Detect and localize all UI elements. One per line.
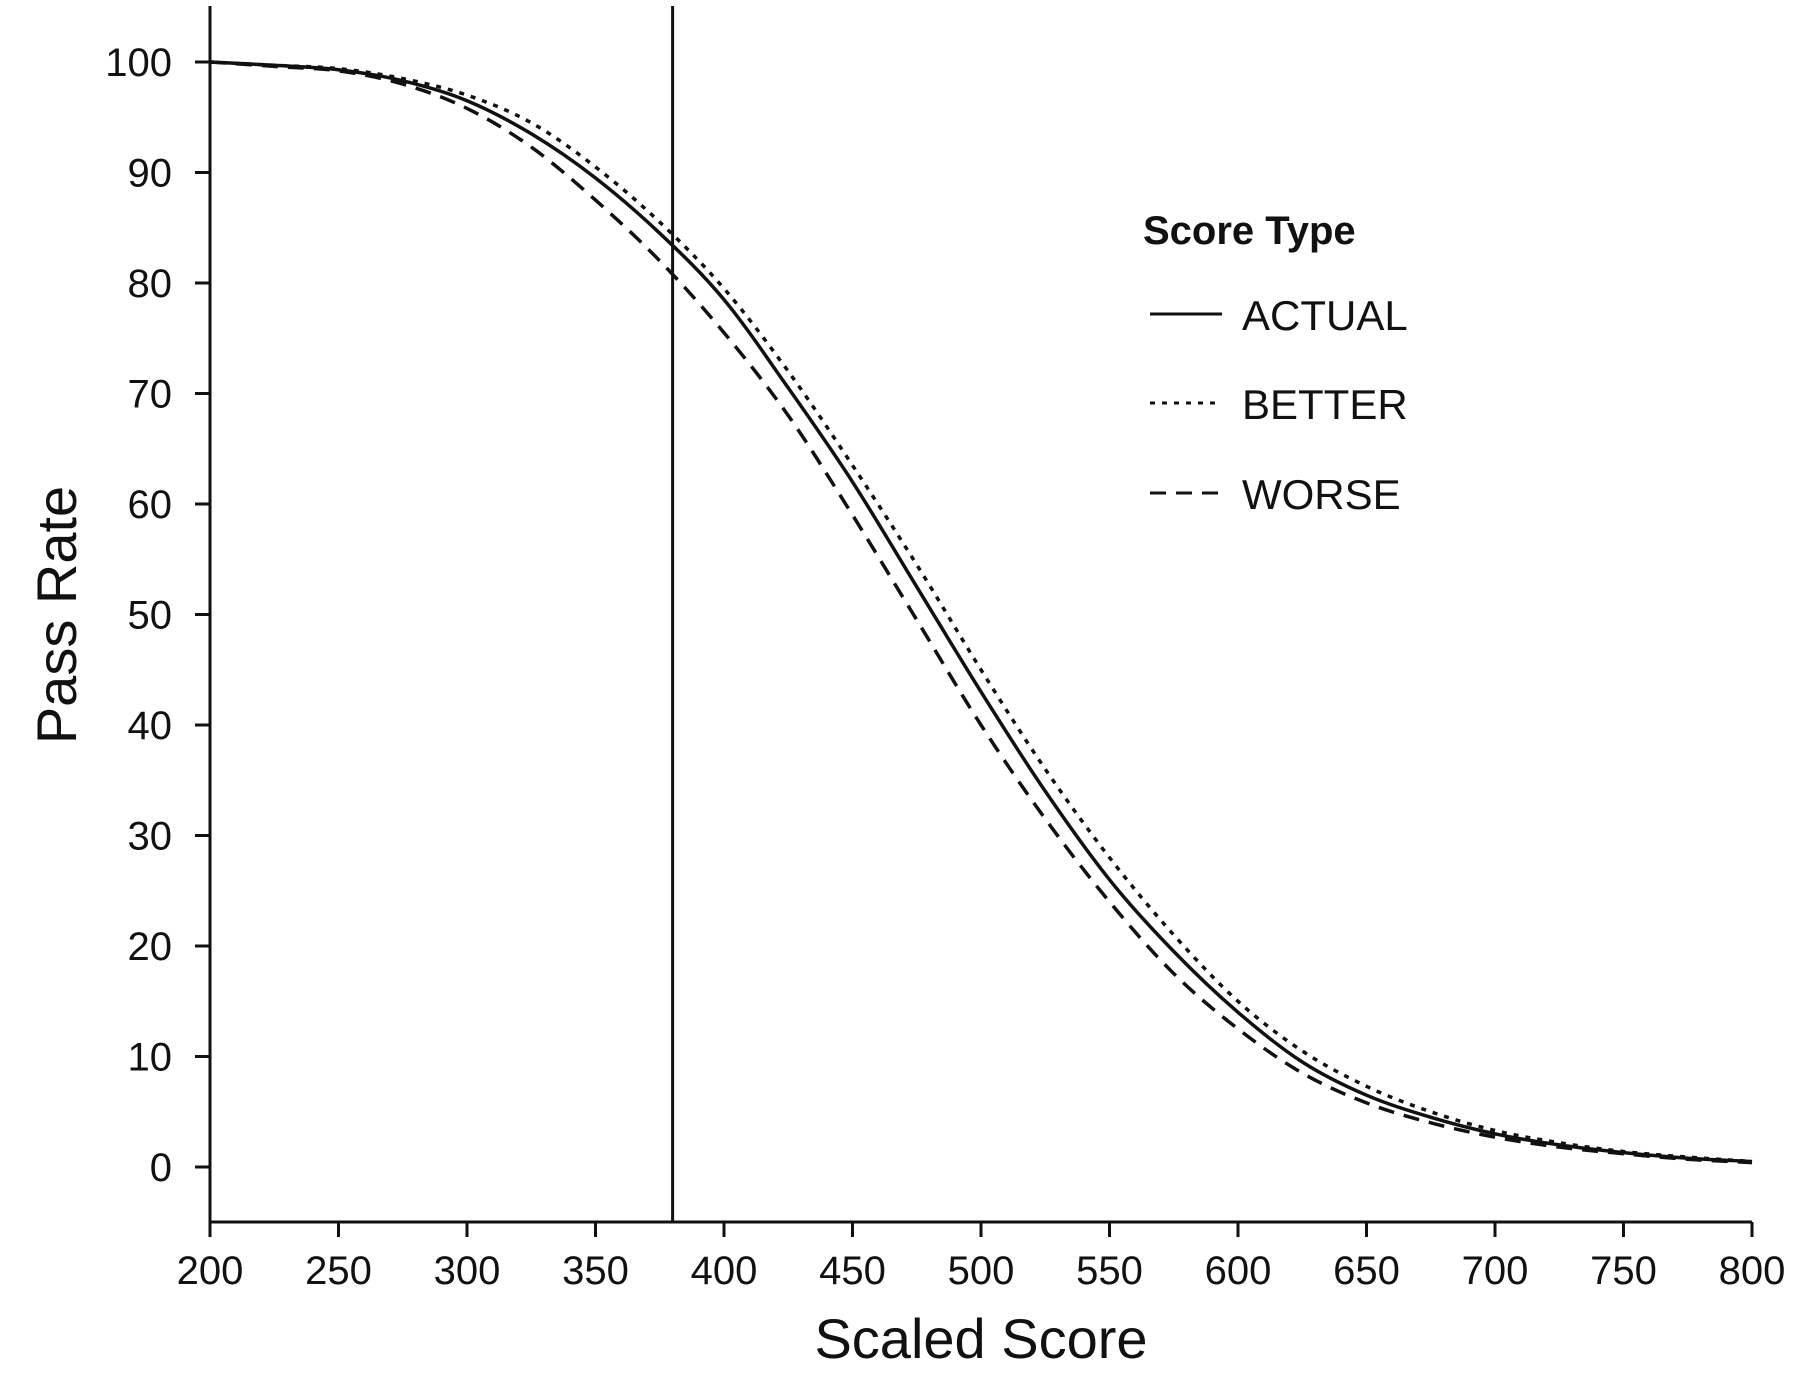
y-tick-label: 100 [105, 41, 172, 85]
y-axis-ticks: 0 10 20 30 40 50 60 70 80 90 100 [105, 41, 210, 1190]
legend-title: Score Type [1143, 209, 1356, 253]
x-axis-title: Scaled Score [814, 1307, 1147, 1370]
x-tick-label: 350 [562, 1249, 629, 1293]
x-tick-label: 500 [948, 1249, 1015, 1293]
x-tick-label: 450 [819, 1249, 886, 1293]
y-tick-label: 80 [128, 262, 173, 306]
y-tick-label: 70 [128, 373, 173, 417]
legend-label-worse: WORSE [1242, 471, 1401, 518]
x-tick-label: 200 [177, 1249, 244, 1293]
x-axis-ticks: 200 250 300 350 400 450 500 550 600 650 700 750 800 [177, 1222, 1786, 1293]
x-tick-label: 700 [1462, 1249, 1529, 1293]
y-tick-label: 20 [128, 925, 173, 969]
y-tick-label: 50 [128, 594, 173, 638]
y-tick-label: 0 [150, 1146, 172, 1190]
y-tick-label: 60 [128, 483, 173, 527]
legend-label-better: BETTER [1242, 381, 1408, 428]
y-tick-label: 90 [128, 152, 173, 196]
series-line-better [209, 60, 1753, 1164]
legend: Score Type ACTUAL BETTER WORSE [1143, 209, 1408, 518]
series-lines [209, 60, 1753, 1165]
y-tick-label: 10 [128, 1036, 173, 1080]
x-tick-label: 550 [1076, 1249, 1143, 1293]
legend-label-actual: ACTUAL [1242, 292, 1408, 339]
y-tick-label: 40 [128, 704, 173, 748]
x-tick-label: 650 [1333, 1249, 1400, 1293]
x-tick-label: 600 [1205, 1249, 1272, 1293]
series-line-worse [209, 60, 1753, 1165]
y-axis-title: Pass Rate [25, 486, 88, 744]
x-tick-label: 250 [305, 1249, 372, 1293]
x-tick-label: 750 [1590, 1249, 1657, 1293]
y-tick-label: 30 [128, 815, 173, 859]
series-line-actual [209, 60, 1753, 1164]
x-tick-label: 400 [691, 1249, 758, 1293]
x-tick-label: 300 [434, 1249, 501, 1293]
x-tick-label: 800 [1719, 1249, 1786, 1293]
